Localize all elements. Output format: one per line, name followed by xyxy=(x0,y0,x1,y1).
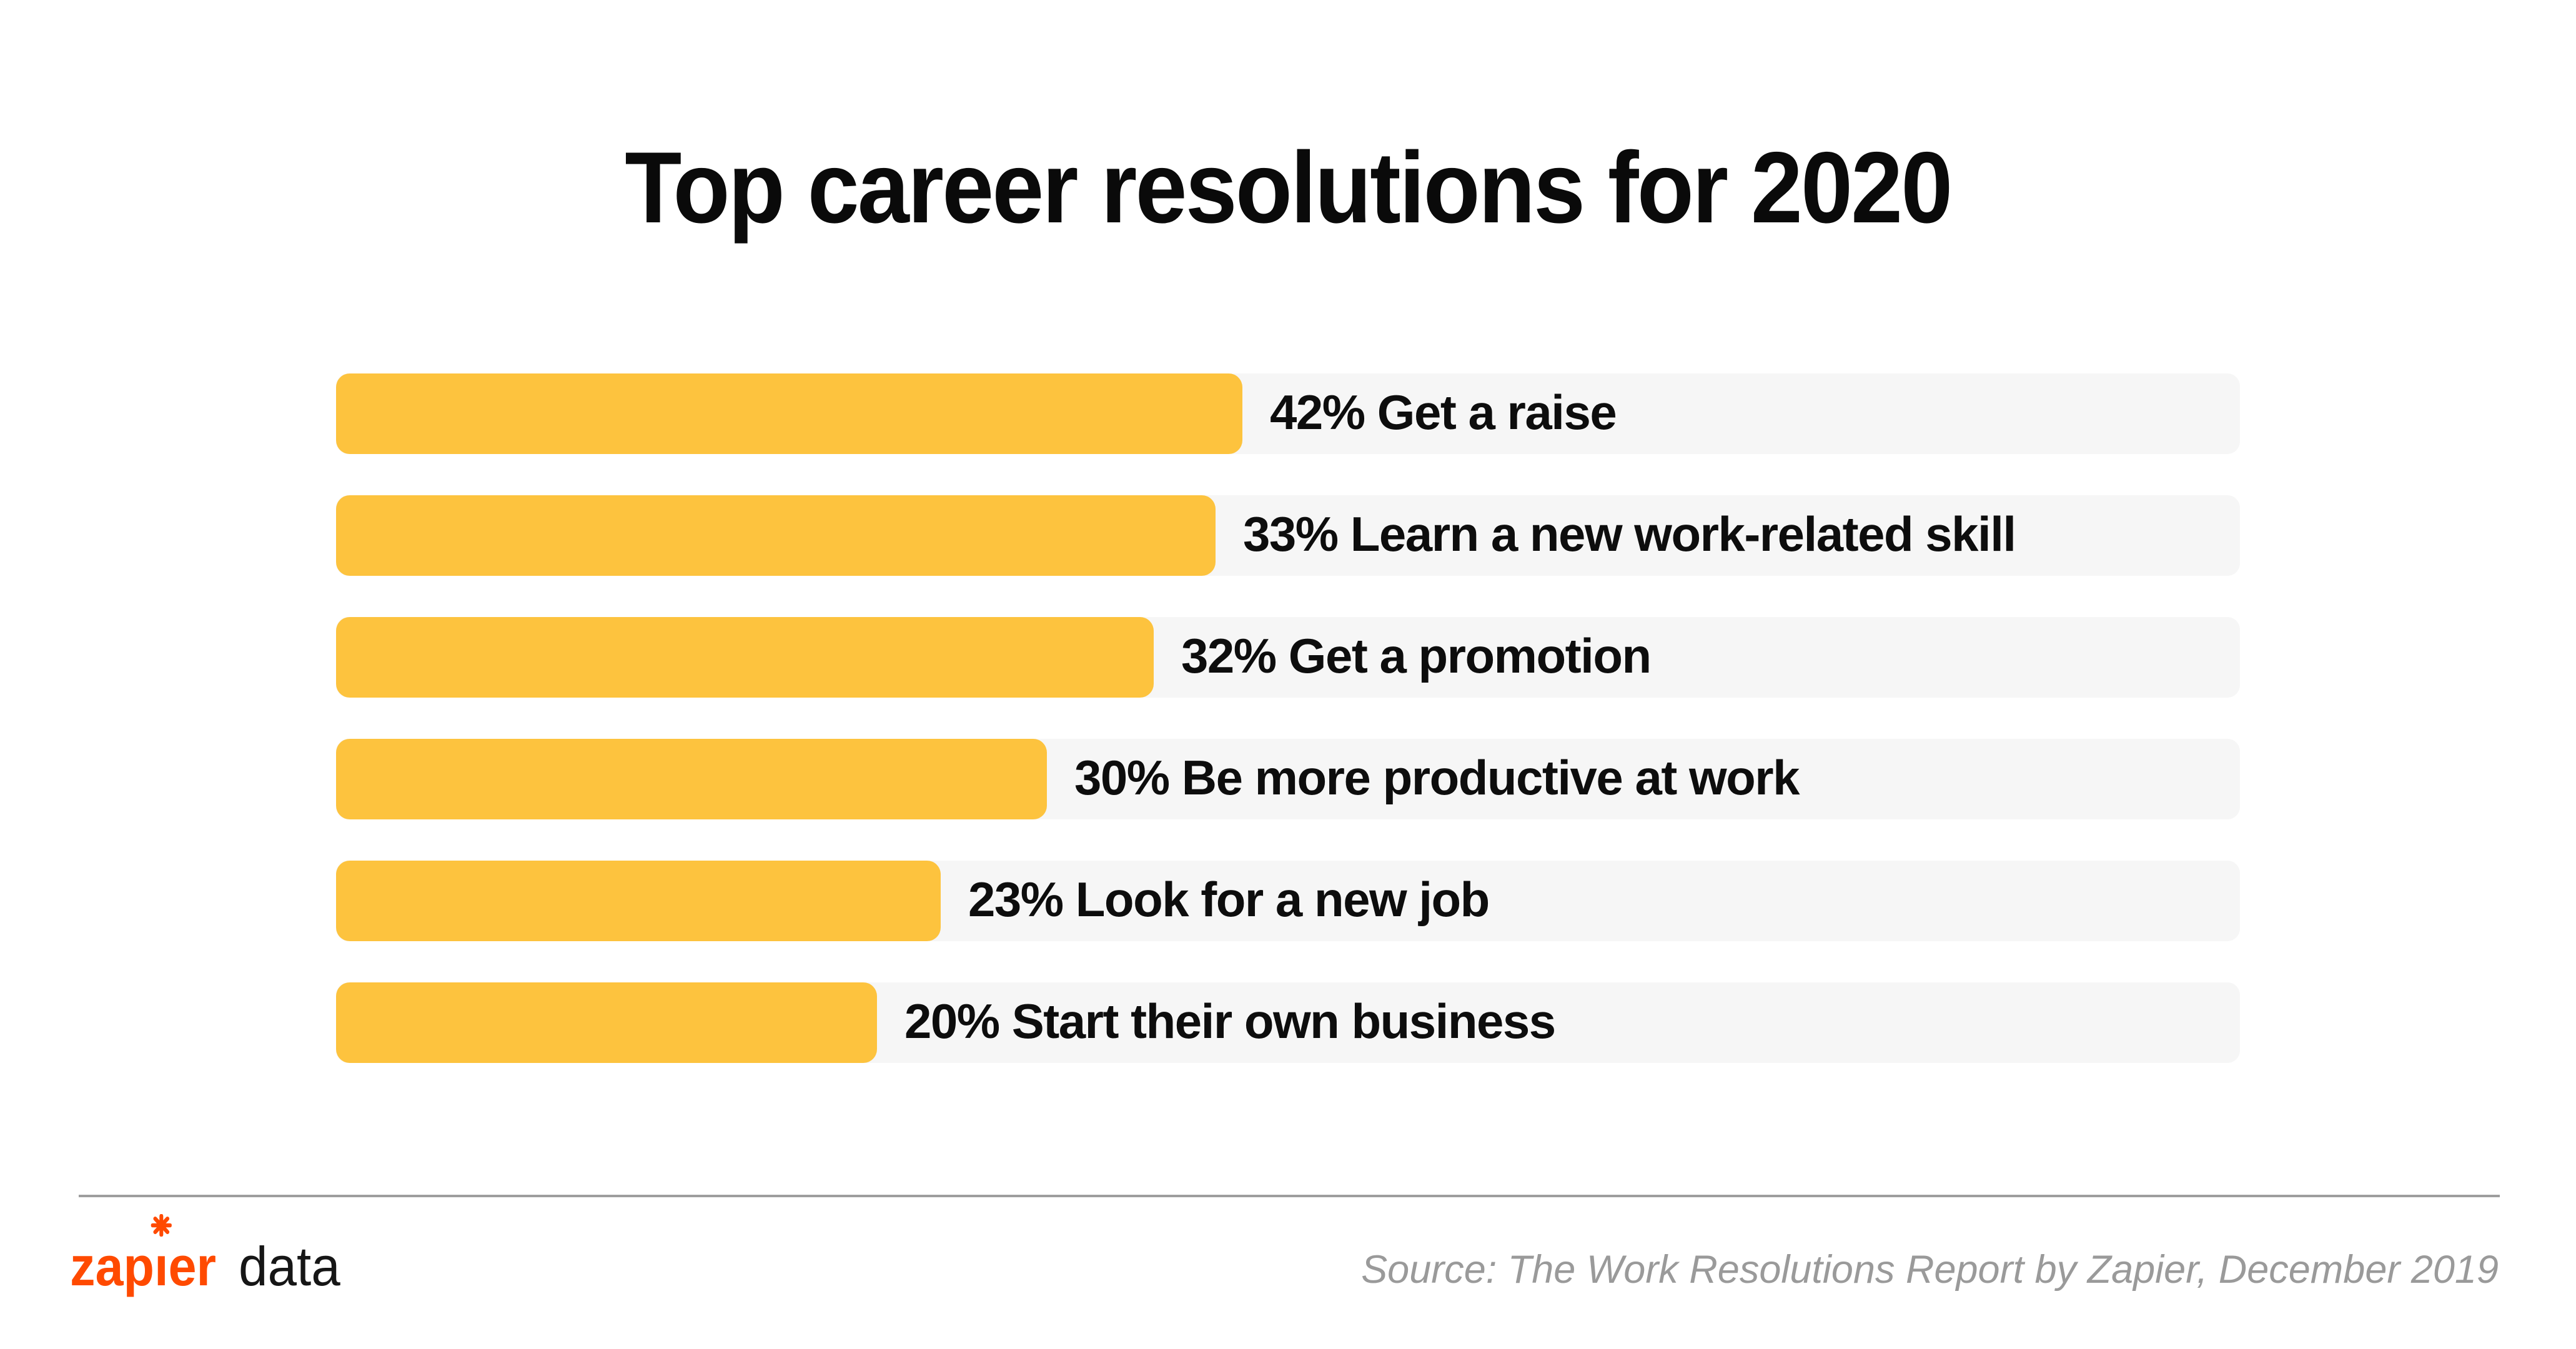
zapier-wordmark: zapı er xyxy=(70,1214,216,1294)
bar-label: 30% Be more productive at work xyxy=(1074,749,1800,805)
zapier-data-logo: zapı er data xyxy=(70,1214,346,1297)
bar xyxy=(336,617,1154,698)
zapier-wordmark-suffix: er xyxy=(168,1235,216,1297)
bar-row: 20% Start their own business xyxy=(336,982,2240,1063)
bar xyxy=(336,861,941,941)
zapier-wordmark-prefix: zap xyxy=(70,1235,154,1297)
bar-row: 23% Look for a new job xyxy=(336,861,2240,941)
bar xyxy=(336,739,1047,819)
bar-label: 42% Get a raise xyxy=(1270,384,1617,440)
bar-row: 42% Get a raise xyxy=(336,373,2240,454)
page-title: Top career resolutions for 2020 xyxy=(0,137,2576,239)
bar-label: 20% Start their own business xyxy=(904,993,1556,1049)
bar-label: 23% Look for a new job xyxy=(968,871,1490,927)
zapier-wordmark-i: ı xyxy=(151,1214,172,1294)
bar xyxy=(336,495,1216,576)
data-wordmark: data xyxy=(239,1235,341,1297)
bar xyxy=(336,982,877,1063)
spark-icon xyxy=(151,1214,172,1237)
bar-row: 30% Be more productive at work xyxy=(336,739,2240,819)
bar-chart: 42% Get a raise 33% Learn a new work-rel… xyxy=(336,373,2240,1104)
page-title-text: Top career resolutions for 2020 xyxy=(625,131,1953,244)
bar-row: 33% Learn a new work-related skill xyxy=(336,495,2240,576)
footer-divider xyxy=(79,1195,2500,1197)
bar-label: 33% Learn a new work-related skill xyxy=(1243,506,2016,561)
bar xyxy=(336,373,1242,454)
bar-row: 32% Get a promotion xyxy=(336,617,2240,698)
source-caption: Source: The Work Resolutions Report by Z… xyxy=(1361,1248,2499,1292)
bar-label: 32% Get a promotion xyxy=(1181,628,1652,683)
